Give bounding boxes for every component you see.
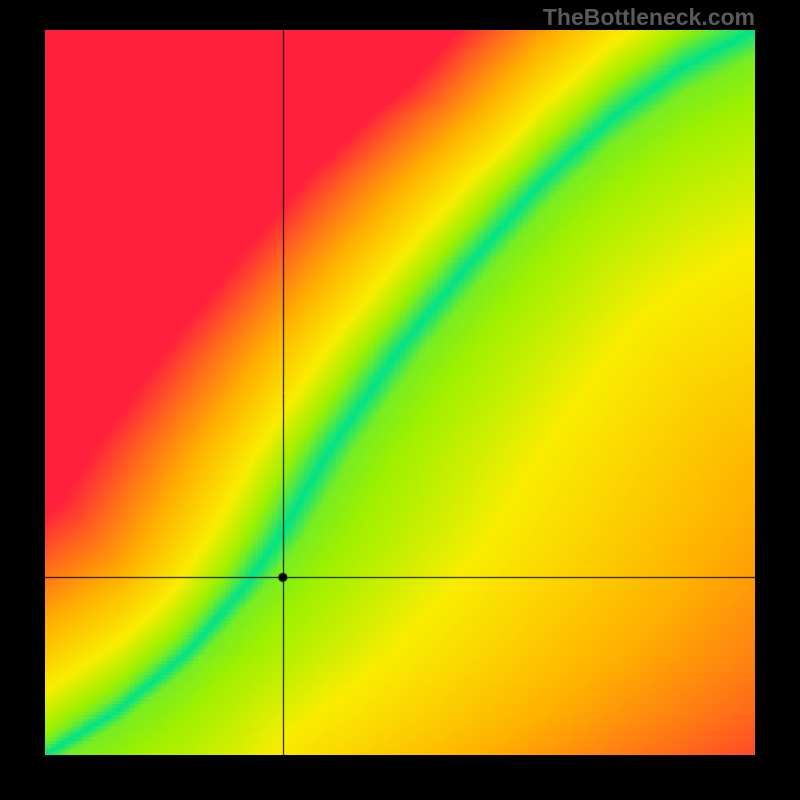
figure-container: TheBottleneck.com <box>0 0 800 800</box>
watermark-text: TheBottleneck.com <box>543 4 755 31</box>
bottleneck-heatmap <box>45 30 755 755</box>
